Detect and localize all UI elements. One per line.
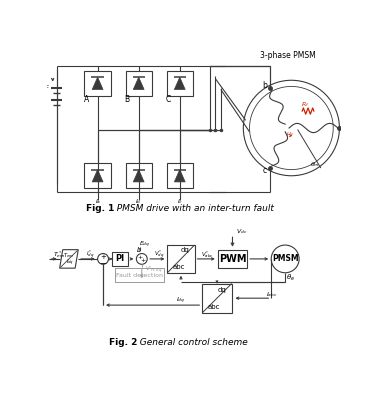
Text: $\theta_e$: $\theta_e$: [286, 273, 295, 283]
Circle shape: [136, 253, 147, 264]
Text: PMSM drive with an inter-turn fault: PMSM drive with an inter-turn fault: [111, 204, 274, 213]
Text: +: +: [141, 258, 146, 263]
Text: $I^*_{dq}$: $I^*_{dq}$: [87, 249, 95, 261]
Text: $V'_{PI,dq}$: $V'_{PI,dq}$: [145, 264, 163, 275]
Text: PMSM: PMSM: [272, 254, 299, 263]
Text: $V_{dc}$: $V_{dc}$: [37, 79, 50, 91]
Text: a: a: [342, 123, 347, 132]
Bar: [115, 268, 164, 282]
Circle shape: [249, 86, 333, 170]
Bar: [112, 252, 128, 266]
Circle shape: [98, 253, 108, 264]
Text: $L$: $L$: [136, 245, 142, 254]
Text: $I_a$: $I_a$: [94, 197, 101, 206]
Text: $I_{abc}$: $I_{abc}$: [266, 290, 277, 299]
Bar: [84, 163, 111, 188]
Text: B: B: [125, 95, 130, 104]
Bar: [167, 245, 195, 273]
Text: b: b: [263, 81, 268, 90]
Text: $I_{dq}$: $I_{dq}$: [67, 258, 74, 268]
Polygon shape: [60, 250, 78, 268]
Bar: [125, 71, 152, 95]
Text: c: c: [263, 166, 267, 175]
Text: General control scheme: General control scheme: [134, 338, 248, 347]
Text: Fault detection: Fault detection: [116, 273, 163, 277]
Text: $I_b$: $I_b$: [135, 197, 142, 206]
Bar: [84, 71, 111, 95]
Text: $\theta_m$: $\theta_m$: [310, 160, 319, 169]
Text: $T^*_{em}$: $T^*_{em}$: [53, 250, 65, 261]
Polygon shape: [133, 170, 144, 182]
Text: +: +: [138, 255, 143, 260]
Text: $I_{dq}$: $I_{dq}$: [176, 296, 185, 307]
Text: abc: abc: [172, 264, 185, 270]
Text: Fig. 2: Fig. 2: [109, 338, 138, 347]
Text: $E_{dq}$: $E_{dq}$: [139, 240, 150, 250]
Bar: [167, 163, 193, 188]
Polygon shape: [92, 170, 103, 182]
Circle shape: [271, 245, 299, 273]
Text: dq: dq: [217, 287, 226, 293]
Text: 3-phase PMSM: 3-phase PMSM: [260, 51, 315, 60]
Bar: [167, 71, 193, 95]
Text: $T_{em}$: $T_{em}$: [63, 251, 74, 259]
Text: A: A: [84, 95, 89, 104]
Bar: [218, 250, 247, 268]
Text: $I_c$: $I_c$: [177, 197, 183, 206]
Text: $V^*_{abc}$: $V^*_{abc}$: [201, 250, 214, 261]
Text: Fig. 1: Fig. 1: [86, 204, 115, 213]
Text: $V_{dc}$: $V_{dc}$: [236, 228, 248, 237]
Text: $\mu_c$: $\mu_c$: [286, 130, 294, 138]
Polygon shape: [133, 77, 144, 90]
Bar: [125, 163, 152, 188]
Polygon shape: [174, 77, 185, 90]
Text: $-$: $-$: [99, 257, 107, 266]
Text: +: +: [100, 253, 106, 260]
Bar: [202, 284, 232, 313]
Polygon shape: [92, 77, 103, 90]
Circle shape: [243, 80, 339, 176]
Text: dq: dq: [180, 248, 189, 253]
Text: $R_f$: $R_f$: [301, 101, 310, 109]
Text: abc: abc: [208, 304, 220, 310]
Text: $V^*_{dq}$: $V^*_{dq}$: [154, 249, 165, 261]
Polygon shape: [174, 170, 185, 182]
Text: C: C: [166, 95, 171, 104]
Text: PI: PI: [116, 254, 125, 263]
Text: PWM: PWM: [219, 254, 246, 264]
